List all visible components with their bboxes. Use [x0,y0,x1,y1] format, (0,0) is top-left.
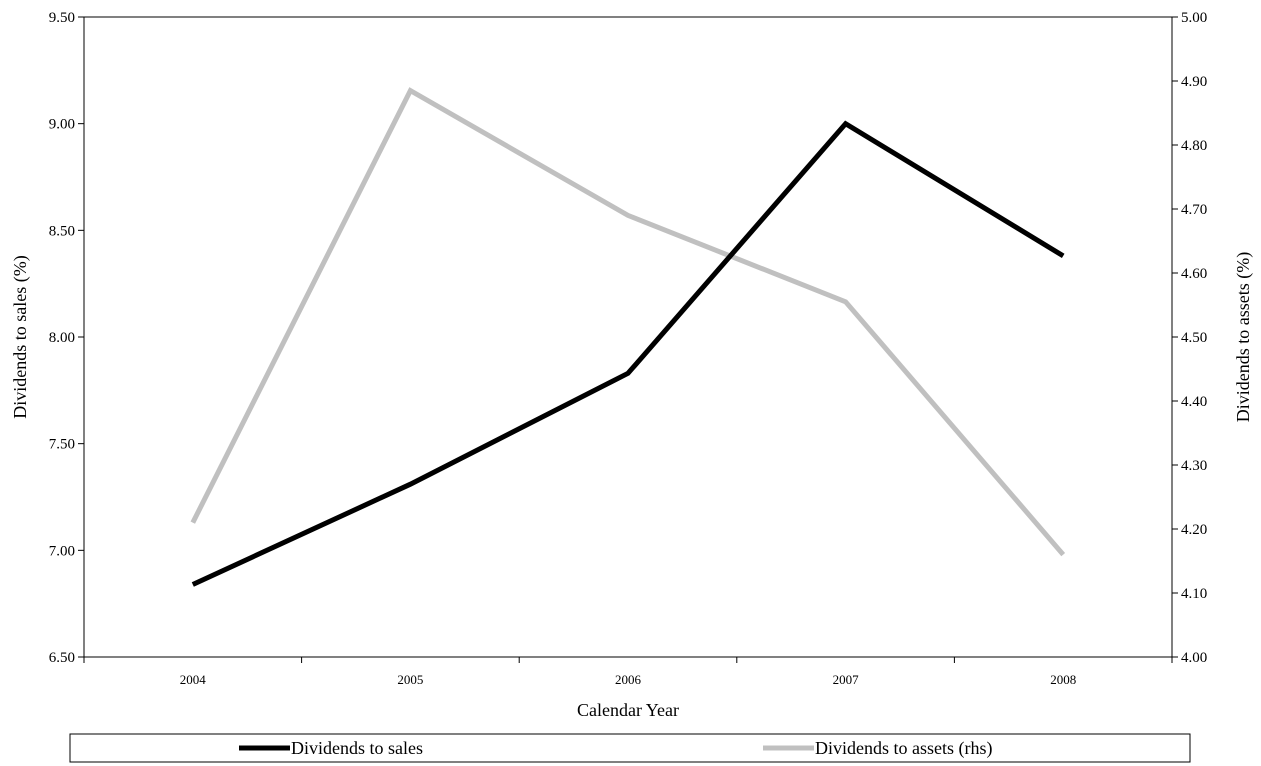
right-tick-label: 4.70 [1181,202,1207,218]
x-axis: 2004 2005 2006 2007 2008 [83,657,1173,687]
left-axis-title: Dividends to sales (%) [10,255,31,418]
x-tick-label: 2008 [1050,672,1076,687]
x-tick-label: 2005 [397,672,423,687]
x-tick-label: 2004 [180,672,207,687]
legend: Dividends to sales Dividends to assets (… [69,733,1191,763]
right-tick-label: 4.50 [1181,330,1207,346]
right-tick-label: 4.10 [1181,586,1207,602]
right-tick-label: 4.90 [1181,74,1207,90]
x-tick-label: 2007 [833,672,860,687]
left-tick-label: 8.00 [49,330,75,346]
left-tick-label: 6.50 [49,650,75,666]
left-axis: 6.50 7.00 7.50 8.00 8.50 9.00 9.50 [49,10,84,666]
legend-box [69,733,1191,763]
left-tick-label: 7.00 [49,543,75,559]
legend-label-dividends-to-sales: Dividends to sales [291,738,423,758]
left-tick-label: 8.50 [49,223,75,239]
right-tick-label: 4.40 [1181,394,1207,410]
series-layer [190,87,1066,587]
left-tick-label: 9.50 [49,10,75,26]
right-tick-label: 4.20 [1181,522,1207,538]
x-tick-label: 2006 [615,672,642,687]
right-tick-label: 5.00 [1181,10,1207,26]
right-axis-title: Dividends to assets (%) [1233,252,1254,422]
right-tick-label: 4.30 [1181,458,1207,474]
right-tick-label: 4.80 [1181,138,1207,154]
right-tick-label: 4.00 [1181,650,1207,666]
right-tick-label: 4.60 [1181,266,1207,282]
legend-label-dividends-to-assets: Dividends to assets (rhs) [815,738,992,759]
x-axis-title: Calendar Year [577,700,679,720]
left-tick-label: 9.00 [49,117,75,133]
left-tick-label: 7.50 [49,437,75,453]
right-axis: 4.00 4.10 4.20 4.30 4.40 4.50 4.60 4.70 4.80 4.90… [1172,10,1207,666]
